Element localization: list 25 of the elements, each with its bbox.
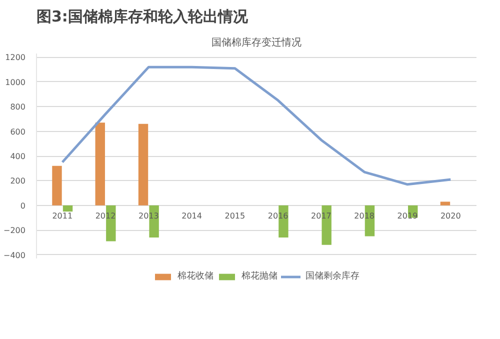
y-tick-label: 0 — [20, 201, 26, 210]
x-tick-label: 2015 — [224, 211, 246, 220]
y-tick-label: 800 — [10, 102, 26, 112]
y-tick-label: −200 — [4, 226, 26, 236]
bar — [138, 124, 148, 206]
legend-label: 国储剩余库存 — [306, 270, 360, 282]
x-tick-label: 2020 — [440, 211, 461, 220]
chart-subtitle: 国储棉库存变迁情况 — [212, 36, 302, 48]
bar — [52, 166, 62, 206]
x-tick-label: 2019 — [397, 211, 418, 220]
y-tick-label: 600 — [10, 127, 26, 136]
y-tick-label: 1000 — [5, 78, 26, 87]
chart-title: 图3:国储棉库存和轮入轮出情况 — [36, 8, 249, 26]
x-tick-label: 2014 — [182, 211, 202, 220]
y-tick-label: 400 — [10, 152, 26, 161]
legend-label: 棉花收储 — [178, 270, 214, 282]
x-tick-label: 2011 — [52, 211, 73, 220]
bar — [440, 202, 450, 206]
bar — [95, 122, 105, 206]
legend-label: 棉花抛储 — [242, 270, 278, 282]
line-series — [61, 66, 452, 186]
bar — [62, 205, 73, 212]
y-tick-label: 200 — [10, 176, 26, 186]
y-tick-label: 1200 — [5, 53, 26, 62]
y-tick-label: −400 — [4, 250, 26, 260]
